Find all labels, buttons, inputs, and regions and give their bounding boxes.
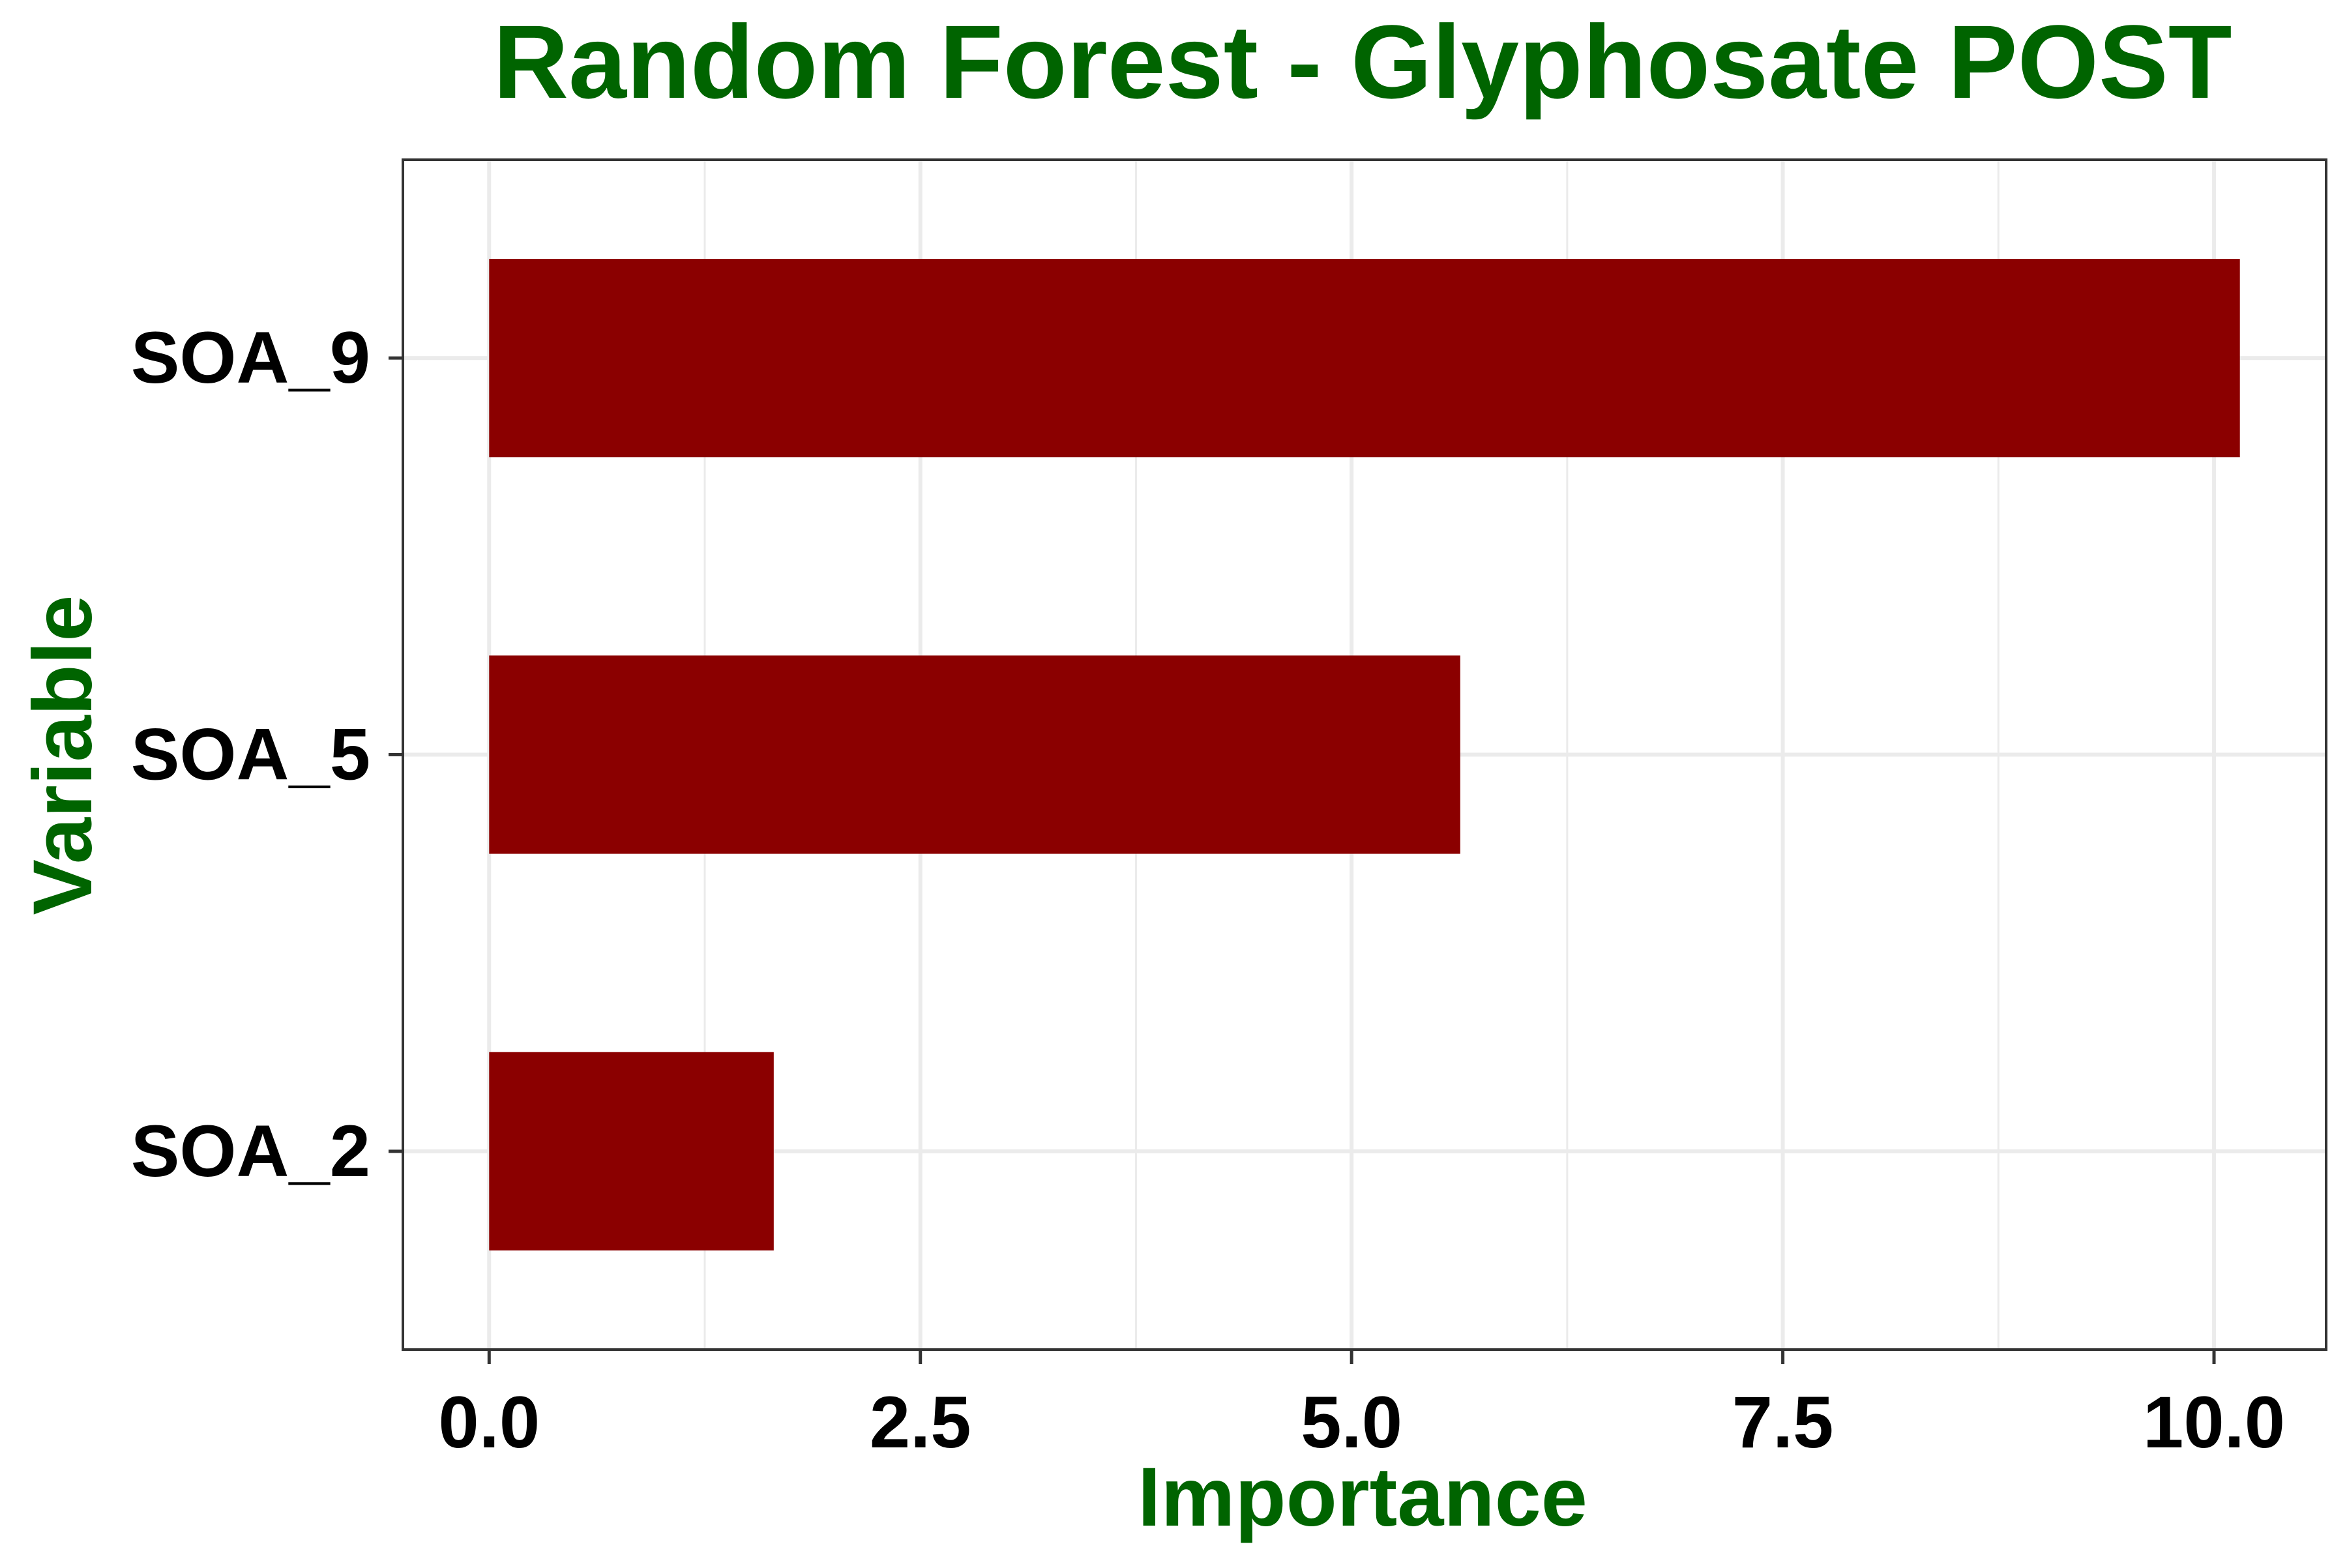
y-tick-label: SOA_9 <box>131 317 370 398</box>
chart-title: Random Forest - Glyphosate POST <box>493 3 2232 120</box>
bar-soa-2 <box>489 1052 774 1250</box>
bar-soa-9 <box>489 259 2240 458</box>
x-tick-label: 5.0 <box>1301 1382 1402 1463</box>
y-tick-label: SOA_2 <box>131 1110 370 1192</box>
bar-soa-5 <box>489 655 1460 854</box>
y-tick-label: SOA_5 <box>131 714 370 795</box>
plot-panel: SOA_9 SOA_5 SOA_2 0.0 2.5 5.0 7.5 10.0 <box>131 158 2327 1463</box>
x-axis-title: Importance <box>1138 1451 1587 1544</box>
x-tick-label: 10.0 <box>2143 1382 2285 1463</box>
y-axis-title: Variable <box>16 595 110 915</box>
x-tick-label: 2.5 <box>870 1382 971 1463</box>
x-tick-label: 7.5 <box>1732 1382 1834 1463</box>
x-tick-label: 0.0 <box>438 1382 540 1463</box>
